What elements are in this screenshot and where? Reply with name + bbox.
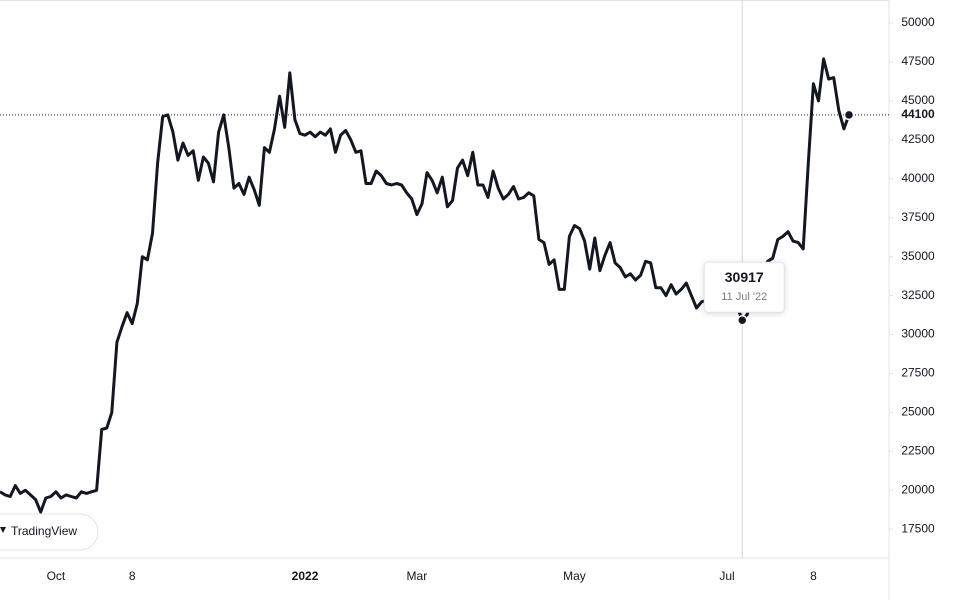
tooltip-date: 11 Jul '22 (721, 291, 767, 303)
logo-background[interactable] (0, 513, 99, 551)
y-tick-label: 20000 (901, 482, 935, 496)
x-tick-label: Oct (47, 569, 66, 583)
x-tick-label: 8 (810, 569, 817, 583)
last-price-dot (843, 109, 855, 121)
y-tick-label: 17500 (901, 521, 935, 535)
tooltip-box (703, 261, 785, 313)
y-tick-label: 22500 (901, 443, 935, 457)
y-tick-label: 30000 (901, 327, 935, 341)
last-price-label: 44100 (901, 107, 935, 121)
y-tick-label: 35000 (901, 249, 935, 263)
y-tick-label: 50000 (901, 15, 935, 29)
tooltip-value: 30917 (725, 269, 764, 285)
y-tick-label: 42500 (901, 132, 935, 146)
x-tick-label: Mar (407, 569, 428, 583)
y-tick-label: 37500 (901, 210, 935, 224)
logo-icon (0, 527, 6, 533)
y-tick-label: 47500 (901, 54, 935, 68)
logo-badge[interactable]: TradingView (0, 513, 99, 551)
tooltip-dot (736, 314, 748, 326)
y-tick-label: 40000 (901, 171, 935, 185)
tooltip: 30917 11 Jul '22 (703, 261, 785, 313)
x-tick-label: 2022 (292, 569, 319, 583)
x-tick-label: May (563, 569, 586, 583)
y-tick-label: 25000 (901, 405, 935, 419)
logo-text[interactable]: TradingView (11, 524, 77, 538)
last-price-badge (893, 104, 943, 125)
y-tick-label: 27500 (901, 366, 935, 380)
y-tick-label: 32500 (901, 288, 935, 302)
x-tick-label: 8 (129, 569, 136, 583)
x-tick-label: Jul (719, 569, 734, 583)
y-tick-label: 45000 (901, 93, 935, 107)
